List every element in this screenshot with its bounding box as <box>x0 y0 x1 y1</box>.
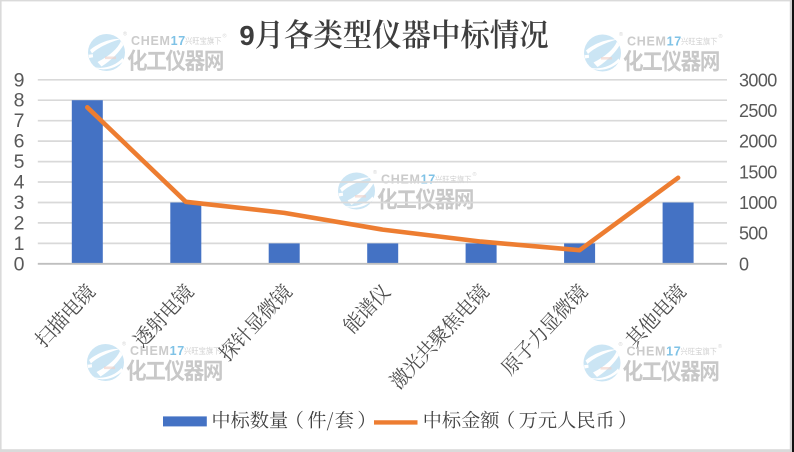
svg-text:0: 0 <box>14 253 25 275</box>
svg-text:2000: 2000 <box>739 132 777 152</box>
svg-text:7: 7 <box>14 110 25 132</box>
svg-text:6: 6 <box>14 131 25 153</box>
svg-text:500: 500 <box>739 224 768 244</box>
svg-text:1: 1 <box>14 233 25 255</box>
svg-text:CHEM17: CHEM17 <box>131 34 186 48</box>
svg-text:9: 9 <box>14 69 25 91</box>
svg-text:1500: 1500 <box>739 162 777 182</box>
svg-text:®: ® <box>123 31 127 38</box>
svg-text:®: ® <box>223 33 227 40</box>
svg-text:8: 8 <box>14 90 25 112</box>
svg-text:CHEM17: CHEM17 <box>627 345 682 359</box>
svg-text:0: 0 <box>739 254 749 274</box>
svg-text:5: 5 <box>14 151 25 173</box>
svg-text:CHEM17: CHEM17 <box>381 173 436 187</box>
svg-text:®: ® <box>473 171 477 178</box>
svg-text:2: 2 <box>14 212 25 234</box>
svg-text:4: 4 <box>14 172 25 194</box>
svg-text:3000: 3000 <box>739 70 777 90</box>
svg-text:®: ® <box>122 341 126 348</box>
svg-text:3: 3 <box>14 192 25 214</box>
svg-text:®: ® <box>619 31 623 38</box>
svg-text:2500: 2500 <box>739 101 777 121</box>
svg-text:1000: 1000 <box>739 193 777 213</box>
svg-text:CHEM17: CHEM17 <box>627 35 682 49</box>
svg-text:9: 9 <box>239 20 254 51</box>
svg-text:CHEM17: CHEM17 <box>130 344 185 358</box>
svg-text:®: ® <box>719 33 723 40</box>
svg-text:®: ® <box>373 169 377 176</box>
svg-text:®: ® <box>619 341 623 348</box>
svg-text:®: ® <box>718 343 722 350</box>
